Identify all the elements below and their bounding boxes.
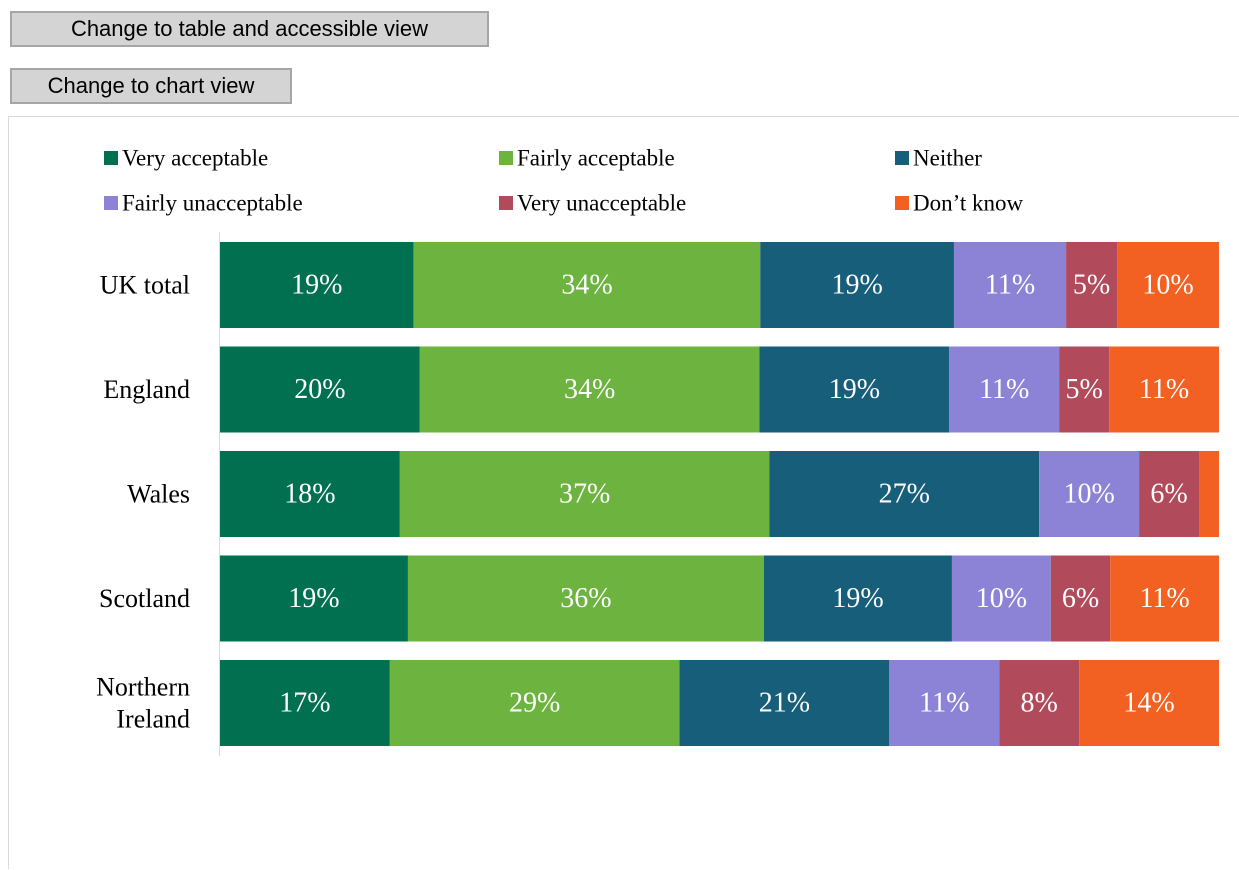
bar-segment-england-neither <box>759 346 950 433</box>
bar-segment-scotland-fairly-unacceptable <box>951 555 1051 642</box>
data-label-wales-fairly-acceptable: 37% <box>559 479 610 510</box>
data-label-scotland-fairly-unacceptable: 10% <box>976 583 1027 614</box>
legend-label-neither: Neither <box>913 146 982 171</box>
data-label-scotland-don-t-know: 11% <box>1139 583 1189 614</box>
data-label-scotland-fairly-acceptable: 36% <box>560 583 611 614</box>
bar-segment-wales-very-unacceptable <box>1139 451 1200 537</box>
bar-segment-england-fairly-acceptable <box>419 346 760 433</box>
data-label-northern-ireland-fairly-unacceptable: 11% <box>919 688 969 719</box>
legend-label-fairly-unacceptable: Fairly unacceptable <box>122 191 303 216</box>
data-label-northern-ireland-neither: 21% <box>759 688 810 719</box>
chart-plot-area: UK total 19% 34% 19% 11% 5% 10% England 20% 34% 19… <box>96 232 1219 756</box>
bar-segment-england-very-acceptable <box>220 346 420 433</box>
legend-swatch-fairly-acceptable <box>499 151 513 165</box>
bar-segment-scotland-very-acceptable <box>220 555 408 642</box>
bar-segment-northern-ireland-very-unacceptable <box>999 660 1080 746</box>
chart-container: Very acceptable Fairly acceptable Neither F… <box>8 116 1239 869</box>
bar-segment-wales-fairly-unacceptable <box>1039 451 1140 537</box>
legend-swatch-very-acceptable <box>104 151 118 165</box>
data-label-england-fairly-acceptable: 34% <box>564 374 615 405</box>
data-label-wales-very-unacceptable: 6% <box>1150 479 1187 510</box>
data-label-uk-total-fairly-acceptable: 34% <box>561 270 612 301</box>
bar-segment-scotland-neither <box>764 555 952 642</box>
bar-segment-wales-don-t-know <box>1199 451 1219 537</box>
data-label-northern-ireland-very-unacceptable: 8% <box>1021 688 1058 719</box>
legend-swatch-very-unacceptable <box>499 196 513 210</box>
data-label-england-neither: 19% <box>829 374 880 405</box>
bar-segment-england-don-t-know <box>1109 346 1219 433</box>
data-label-northern-ireland-don-t-know: 14% <box>1123 688 1174 719</box>
stacked-bar-chart: Very acceptable Fairly acceptable Neither F… <box>96 146 1219 756</box>
table-view-button[interactable]: Change to table and accessible view <box>10 11 489 47</box>
bar-segment-uk-total-neither <box>760 242 954 328</box>
data-label-england-fairly-unacceptable: 11% <box>979 374 1029 405</box>
bar-segment-uk-total-fairly-acceptable <box>413 242 761 328</box>
legend-label-fairly-acceptable: Fairly acceptable <box>517 146 675 171</box>
bar-segment-uk-total-very-unacceptable <box>1066 242 1118 328</box>
legend-swatch-neither <box>895 151 909 165</box>
bar-segment-wales-neither <box>769 451 1040 537</box>
legend-swatch-fairly-unacceptable <box>104 196 118 210</box>
bar-segment-northern-ireland-fairly-unacceptable <box>889 660 1000 746</box>
data-label-england-don-t-know: 11% <box>1139 374 1189 405</box>
data-label-scotland-very-acceptable: 19% <box>288 583 339 614</box>
data-label-scotland-neither: 19% <box>832 583 883 614</box>
data-label-wales-very-acceptable: 18% <box>284 479 335 510</box>
legend-label-very-acceptable: Very acceptable <box>122 146 268 171</box>
category-label-uk-total: UK total <box>100 271 190 300</box>
data-label-uk-total-very-acceptable: 19% <box>291 270 342 301</box>
bar-segment-northern-ireland-don-t-know <box>1079 660 1219 746</box>
legend-label-don-t-know: Don’t know <box>913 191 1023 216</box>
bar-segment-northern-ireland-very-acceptable <box>220 660 390 746</box>
bar-segment-uk-total-fairly-unacceptable <box>953 242 1067 328</box>
data-label-uk-total-very-unacceptable: 5% <box>1073 270 1110 301</box>
legend-label-very-unacceptable: Very unacceptable <box>517 191 686 216</box>
category-label-scotland: Scotland <box>99 584 190 613</box>
bar-segment-uk-total-don-t-know <box>1117 242 1219 328</box>
chart-legend: Very acceptable Fairly acceptable Neither F… <box>104 146 1023 216</box>
bar-segment-scotland-very-unacceptable <box>1050 555 1111 642</box>
bar-segment-england-fairly-unacceptable <box>949 346 1060 433</box>
data-label-wales-fairly-unacceptable: 10% <box>1063 479 1114 510</box>
bar-segment-scotland-don-t-know <box>1110 555 1219 642</box>
bar-segment-northern-ireland-neither <box>679 660 890 746</box>
data-label-wales-neither: 27% <box>879 479 930 510</box>
legend-swatch-don-t-know <box>895 196 909 210</box>
data-label-england-very-acceptable: 20% <box>294 374 345 405</box>
bar-segment-wales-fairly-acceptable <box>399 451 770 537</box>
data-label-scotland-very-unacceptable: 6% <box>1062 583 1099 614</box>
data-label-england-very-unacceptable: 5% <box>1065 374 1102 405</box>
data-label-northern-ireland-very-acceptable: 17% <box>279 688 330 719</box>
chart-view-button[interactable]: Change to chart view <box>10 68 292 104</box>
bar-segment-uk-total-very-acceptable <box>220 242 414 328</box>
bar-segment-scotland-fairly-acceptable <box>407 555 765 642</box>
category-label-northern-ireland: Northern Ireland <box>96 673 190 734</box>
bar-segment-england-very-unacceptable <box>1059 346 1110 433</box>
data-label-uk-total-neither: 19% <box>831 270 882 301</box>
bar-segment-wales-very-acceptable <box>220 451 400 537</box>
category-label-england: England <box>103 375 190 404</box>
data-label-uk-total-fairly-unacceptable: 11% <box>985 270 1035 301</box>
data-label-uk-total-don-t-know: 10% <box>1142 270 1193 301</box>
data-label-northern-ireland-fairly-acceptable: 29% <box>509 688 560 719</box>
category-label-wales: Wales <box>127 480 190 509</box>
bar-segment-northern-ireland-fairly-acceptable <box>389 660 680 746</box>
